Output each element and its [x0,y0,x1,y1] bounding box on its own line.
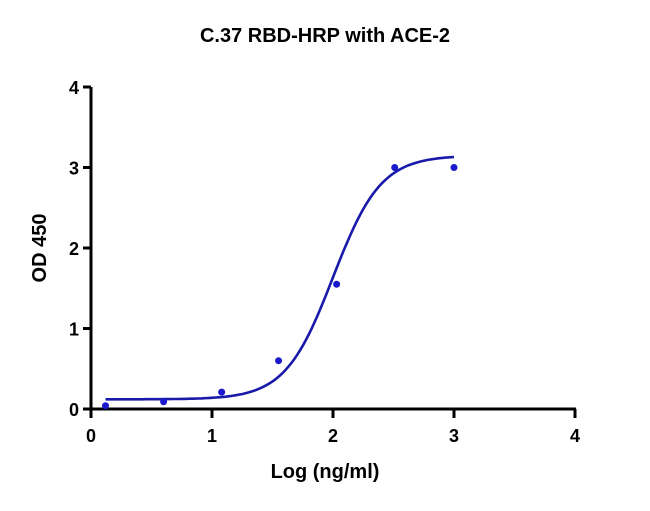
y-tick-label: 2 [69,239,79,259]
data-point [391,164,399,171]
data-point [450,164,458,171]
data-point [218,388,226,396]
y-tick-label: 1 [69,320,79,340]
data-points [102,164,458,410]
data-point [160,398,168,406]
x-tick-label: 3 [449,426,459,446]
y-axis: 0 1 2 3 4 [69,78,93,420]
y-tick-label: 3 [69,159,79,179]
data-point [102,402,110,410]
x-tick-label: 2 [328,426,338,446]
x-tick-label: 0 [86,426,96,446]
y-axis-label: OD 450 [29,214,51,283]
x-axis-label: Log (ng/ml) [271,461,380,483]
x-tick-label: 4 [570,426,580,446]
x-tick-label: 1 [207,426,217,446]
data-point [333,280,341,288]
y-tick-label: 4 [69,78,79,98]
x-axis: 0 1 2 3 4 [86,407,580,446]
y-tick-label: 0 [69,400,79,420]
chart-title: C.37 RBD-HRP with ACE-2 [200,25,450,47]
data-point [275,357,283,365]
